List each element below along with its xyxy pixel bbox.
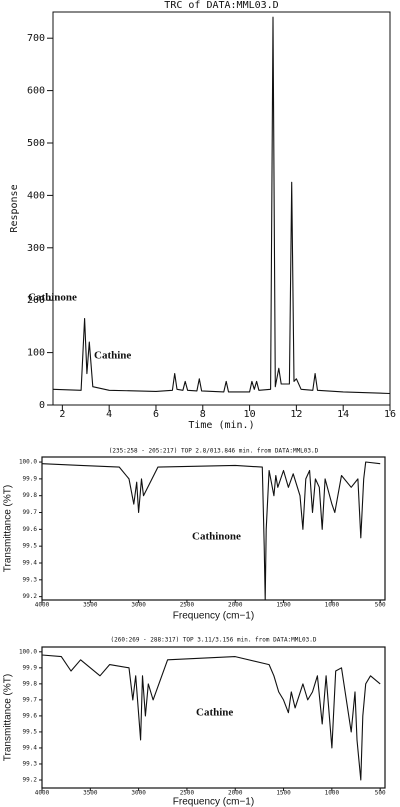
- x-axis-label: Frequency (cm−1): [173, 611, 254, 622]
- plot-frame: [52, 11, 391, 406]
- chart-title: (260:269 - 288:317) TOP 3.11/3.156 min. …: [111, 637, 317, 644]
- plot-frame: [41, 646, 386, 789]
- y-tick-label: 99.4: [23, 744, 38, 751]
- y-tick-label: 99.9: [23, 664, 38, 671]
- x-tick-label: 6: [153, 409, 159, 420]
- x-tick-label: 10: [244, 409, 256, 420]
- x-tick-label: 12: [290, 409, 302, 420]
- x-tick-label: 2500: [180, 790, 195, 797]
- x-tick-label: 2000: [228, 790, 243, 797]
- x-tick-label: 3000: [131, 602, 146, 609]
- x-tick-label: 2500: [180, 602, 195, 609]
- x-tick-label: 2000: [228, 602, 243, 609]
- x-tick-label: 8: [200, 409, 206, 420]
- x-axis-label: Frequency (cm−1): [173, 797, 254, 807]
- x-tick-label: 1500: [276, 602, 291, 609]
- x-tick-label: 2: [59, 409, 65, 420]
- x-tick-label: 3500: [83, 602, 98, 609]
- y-tick-label: 99.5: [23, 728, 38, 735]
- y-axis-label: Response: [9, 184, 20, 232]
- x-axis-label: Time (min.): [188, 420, 254, 431]
- chart-title: (235:258 - 205:217) TOP 2.8/013.846 min.…: [109, 448, 319, 455]
- data-line: [41, 654, 381, 781]
- x-tick-label: 4000: [35, 602, 50, 609]
- x-tick-label: 3000: [131, 790, 146, 797]
- y-tick-label: 99.5: [23, 543, 38, 550]
- y-tick-label: 99.8: [23, 680, 38, 687]
- y-axis-label: Transmittance (%T): [3, 674, 14, 761]
- x-tick-label: 1000: [325, 790, 340, 797]
- x-tick-label: 14: [337, 409, 349, 420]
- x-tick-label: 500: [375, 790, 386, 797]
- chart-title: TRC of DATA:MML03.D: [164, 0, 278, 11]
- y-tick-label: 99.9: [23, 475, 38, 482]
- y-tick-label: 99.7: [23, 509, 38, 516]
- x-tick-label: 1500: [276, 790, 291, 797]
- x-tick-label: 500: [375, 602, 386, 609]
- x-tick-label: 3500: [83, 790, 98, 797]
- x-tick-label: 4000: [35, 790, 50, 797]
- y-tick-label: 99.4: [23, 559, 38, 566]
- x-tick-label: 1000: [325, 602, 340, 609]
- x-tick-label: 4: [106, 409, 112, 420]
- y-tick-label: 200: [27, 295, 45, 306]
- y-axis-label: Transmittance (%T): [3, 485, 14, 572]
- y-tick-label: 300: [27, 243, 45, 254]
- y-tick-label: 100.0: [19, 459, 37, 466]
- y-tick-label: 400: [27, 190, 45, 201]
- y-tick-label: 600: [27, 86, 45, 97]
- y-tick-label: 99.2: [23, 776, 38, 783]
- y-tick-label: 99.3: [23, 576, 38, 583]
- data-line: [41, 461, 381, 601]
- annotation: Cathine: [196, 707, 233, 719]
- annotation: Cathinone: [192, 531, 241, 543]
- y-tick-label: 500: [27, 138, 45, 149]
- y-tick-label: 99.7: [23, 696, 38, 703]
- data-line: [52, 16, 391, 395]
- y-tick-label: 99.6: [23, 712, 38, 719]
- y-tick-label: 700: [27, 33, 45, 44]
- annotation: Cathinone: [28, 292, 77, 304]
- y-tick-label: 99.3: [23, 760, 38, 767]
- y-tick-label: 99.6: [23, 526, 38, 533]
- y-tick-label: 100.0: [19, 648, 37, 655]
- plot-frame: [41, 456, 386, 601]
- y-tick-label: 99.8: [23, 492, 38, 499]
- y-tick-label: 100: [27, 348, 45, 359]
- annotation: Cathine: [94, 350, 131, 362]
- y-tick-label: 0: [39, 400, 45, 411]
- x-tick-label: 16: [384, 409, 396, 420]
- y-tick-label: 99.2: [23, 593, 38, 600]
